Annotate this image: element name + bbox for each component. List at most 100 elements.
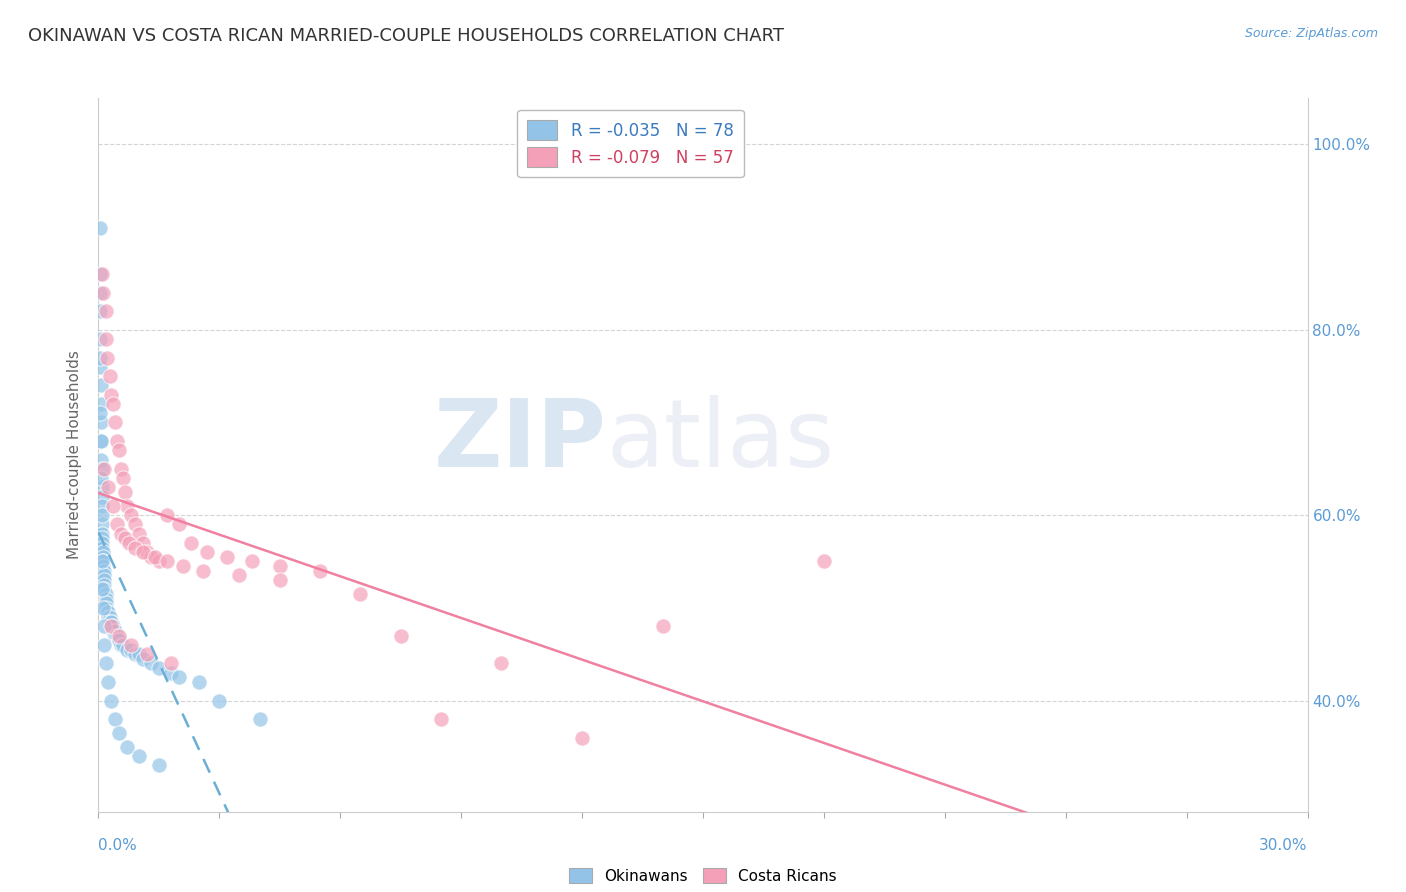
Point bbox=[107, 629, 129, 643]
Point bbox=[96, 351, 118, 365]
Point bbox=[91, 285, 114, 300]
Point bbox=[96, 600, 118, 615]
Point bbox=[193, 564, 215, 578]
Point bbox=[208, 693, 231, 707]
Point bbox=[90, 490, 112, 504]
Legend: Okinawans, Costa Ricans: Okinawans, Costa Ricans bbox=[562, 862, 844, 889]
Point bbox=[96, 332, 118, 346]
Point bbox=[571, 731, 593, 745]
Point bbox=[110, 638, 132, 652]
Point bbox=[90, 434, 112, 448]
Point bbox=[120, 508, 142, 523]
Point bbox=[90, 508, 112, 523]
Point bbox=[139, 549, 162, 564]
Point bbox=[118, 536, 141, 550]
Point bbox=[96, 657, 118, 671]
Point bbox=[90, 480, 112, 494]
Point bbox=[309, 564, 332, 578]
Point bbox=[389, 629, 412, 643]
Point bbox=[103, 629, 125, 643]
Point bbox=[94, 304, 117, 318]
Point bbox=[97, 606, 120, 620]
Point bbox=[128, 647, 150, 661]
Point bbox=[89, 304, 111, 318]
Point bbox=[90, 378, 112, 392]
Text: 0.0%: 0.0% bbox=[98, 838, 138, 854]
Point bbox=[89, 359, 111, 374]
Point bbox=[114, 485, 136, 500]
Point bbox=[97, 610, 120, 624]
Point bbox=[90, 416, 112, 430]
Point bbox=[132, 536, 155, 550]
Point bbox=[89, 285, 111, 300]
Point bbox=[93, 638, 115, 652]
Point bbox=[651, 619, 673, 633]
Point bbox=[89, 406, 111, 420]
Point bbox=[160, 665, 183, 680]
Point bbox=[491, 657, 513, 671]
Point bbox=[91, 554, 114, 568]
Point bbox=[91, 549, 114, 564]
Point bbox=[107, 633, 129, 648]
Point bbox=[110, 526, 132, 541]
Point bbox=[105, 517, 128, 532]
Point bbox=[91, 499, 114, 513]
Point bbox=[128, 749, 150, 764]
Point bbox=[100, 693, 122, 707]
Point bbox=[98, 610, 121, 624]
Point bbox=[114, 532, 136, 546]
Point bbox=[148, 554, 170, 568]
Point bbox=[111, 471, 134, 485]
Point bbox=[98, 369, 121, 384]
Point bbox=[101, 619, 124, 633]
Point bbox=[91, 526, 114, 541]
Point bbox=[91, 582, 114, 597]
Point bbox=[94, 591, 117, 606]
Point bbox=[100, 615, 122, 629]
Point bbox=[249, 712, 271, 726]
Point bbox=[90, 462, 112, 476]
Point bbox=[100, 387, 122, 401]
Text: atlas: atlas bbox=[606, 394, 835, 487]
Point bbox=[269, 559, 291, 574]
Point bbox=[124, 541, 146, 555]
Point bbox=[135, 647, 157, 661]
Point bbox=[148, 661, 170, 675]
Point bbox=[105, 434, 128, 448]
Point bbox=[103, 416, 125, 430]
Point bbox=[143, 549, 166, 564]
Point bbox=[132, 652, 155, 666]
Point bbox=[91, 532, 114, 546]
Point bbox=[103, 712, 125, 726]
Point bbox=[111, 638, 134, 652]
Point bbox=[107, 726, 129, 740]
Point bbox=[89, 267, 111, 281]
Point bbox=[124, 647, 146, 661]
Point bbox=[93, 619, 115, 633]
Point bbox=[105, 629, 128, 643]
Point bbox=[217, 549, 239, 564]
Point bbox=[94, 587, 117, 601]
Point bbox=[91, 536, 114, 550]
Point bbox=[167, 517, 190, 532]
Point bbox=[101, 624, 124, 638]
Point bbox=[172, 559, 194, 574]
Point bbox=[93, 568, 115, 582]
Point bbox=[107, 633, 129, 648]
Point bbox=[91, 600, 114, 615]
Point bbox=[90, 434, 112, 448]
Point bbox=[128, 526, 150, 541]
Point bbox=[93, 564, 115, 578]
Point bbox=[269, 573, 291, 587]
Point bbox=[89, 332, 111, 346]
Point bbox=[93, 577, 115, 591]
Point bbox=[91, 517, 114, 532]
Point bbox=[228, 568, 250, 582]
Text: 30.0%: 30.0% bbox=[1260, 838, 1308, 854]
Text: OKINAWAN VS COSTA RICAN MARRIED-COUPLE HOUSEHOLDS CORRELATION CHART: OKINAWAN VS COSTA RICAN MARRIED-COUPLE H… bbox=[28, 27, 785, 45]
Point bbox=[135, 545, 157, 559]
Point bbox=[91, 559, 114, 574]
Point bbox=[160, 657, 183, 671]
Point bbox=[240, 554, 263, 568]
Point bbox=[91, 541, 114, 555]
